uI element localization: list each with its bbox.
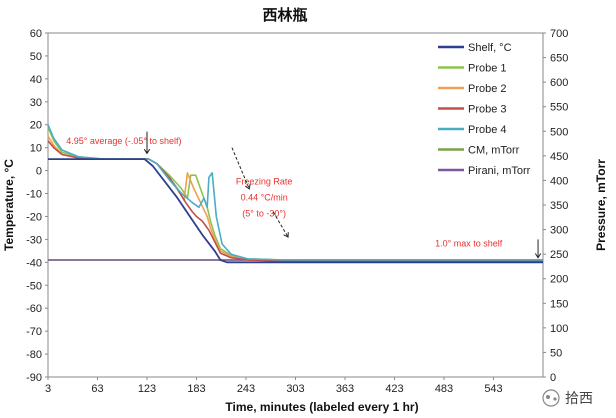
x-axis: 3 63 123 183 243 303 363 423 483 543: [45, 377, 503, 395]
legend-label: Pirani, mTorr: [468, 165, 531, 177]
watermark: 拾西: [542, 389, 593, 407]
x-tick-label: 183: [187, 383, 205, 395]
y-tick-label: -10: [26, 189, 42, 201]
y-tick-label: -70: [26, 326, 42, 338]
legend: Shelf, °C Probe 1 Probe 2 Probe 3 Probe 4 CM,…: [438, 42, 531, 177]
y2-tick-label: 650: [550, 53, 568, 65]
y-tick-label: 50: [30, 51, 42, 63]
annotation-text: (5° to -30°): [242, 208, 286, 218]
annotation-arrow: [231, 147, 250, 190]
legend-label: Probe 1: [468, 63, 507, 75]
watermark-icon: [542, 389, 560, 407]
y2-tick-label: 250: [550, 249, 568, 261]
chart-title: 西林瓶: [262, 6, 307, 24]
x-tick-label: 483: [435, 383, 453, 395]
y2-tick-label: 150: [550, 298, 568, 310]
annotation-arrowhead: [534, 253, 542, 259]
x-tick-label: 543: [484, 383, 502, 395]
x-tick-label: 243: [237, 383, 255, 395]
annotation-text: 0.44 °C/min: [241, 192, 288, 202]
y-tick-label: -50: [26, 280, 42, 292]
y2-tick-label: 400: [550, 175, 568, 187]
y-tick-label: 30: [30, 97, 42, 109]
annotation-text: 4.95° average (-.05° to shelf): [66, 136, 181, 146]
legend-label: Probe 4: [468, 124, 507, 136]
series-group: [47, 124, 543, 264]
legend-label: CM, mTorr: [468, 145, 520, 157]
series-line-shelf-c: [48, 158, 543, 264]
y2-tick-label: 450: [550, 151, 568, 163]
y2-tick-label: 550: [550, 102, 568, 114]
x-tick-label: 423: [385, 383, 403, 395]
y2-tick-label: 200: [550, 274, 568, 286]
x-tick-label: 303: [286, 383, 304, 395]
annotation-text: 1.0° max to shelf: [435, 238, 503, 248]
x-tick-label: 63: [91, 383, 103, 395]
watermark-text: 拾西: [565, 390, 593, 406]
x-tick-label: 3: [45, 383, 51, 395]
y2-tick-label: 50: [550, 347, 562, 359]
legend-label: Probe 2: [468, 83, 507, 95]
annotation-text: Freezing Rate: [236, 176, 293, 186]
legend-label: Probe 3: [468, 104, 507, 116]
y-tick-label: -20: [26, 211, 42, 223]
y2-tick-label: 350: [550, 200, 568, 212]
watermark-icon-dot-2: [553, 397, 557, 401]
y2-tick-label: 600: [550, 77, 568, 89]
annotation-arrowhead: [283, 232, 289, 238]
annotation-arrowhead: [143, 148, 151, 155]
y-tick-label: -60: [26, 303, 42, 315]
y2-axis-title: Pressure, mTorr: [594, 159, 608, 251]
y-tick-label: 0: [36, 166, 42, 178]
y-tick-label: -30: [26, 234, 42, 246]
watermark-icon-dot: [546, 395, 550, 399]
y-tick-label: -40: [26, 257, 42, 269]
annotation-arrowhead: [244, 183, 251, 190]
y-axis-title: Temperature, °C: [2, 159, 16, 251]
y2-tick-label: 0: [550, 372, 556, 384]
y-tick-label: 20: [30, 120, 42, 132]
y-axis-right: 7006506005505004504003503002502001501005…: [543, 28, 568, 384]
x-axis-title: Time, minutes (labeled every 1 hr): [225, 400, 418, 414]
x-tick-label: 363: [336, 383, 354, 395]
x-tick-label: 123: [138, 383, 156, 395]
y-tick-label: 10: [30, 143, 42, 155]
y2-tick-label: 300: [550, 225, 568, 237]
y-tick-label: -90: [26, 372, 42, 384]
y2-tick-label: 100: [550, 323, 568, 335]
y2-tick-label: 700: [550, 28, 568, 40]
y-tick-label: -80: [26, 349, 42, 361]
y-tick-label: 60: [30, 28, 42, 40]
legend-label: Shelf, °C: [468, 42, 512, 54]
y-tick-label: 40: [30, 74, 42, 86]
y2-tick-label: 500: [550, 126, 568, 138]
annotations-group: 4.95° average (-.05° to shelf) Freezing R…: [66, 131, 542, 259]
y-axis-left: 60 50 40 30 20 10 0 -10 -20 -30 -40 -50 -60 -70 -80 -90: [26, 28, 48, 384]
